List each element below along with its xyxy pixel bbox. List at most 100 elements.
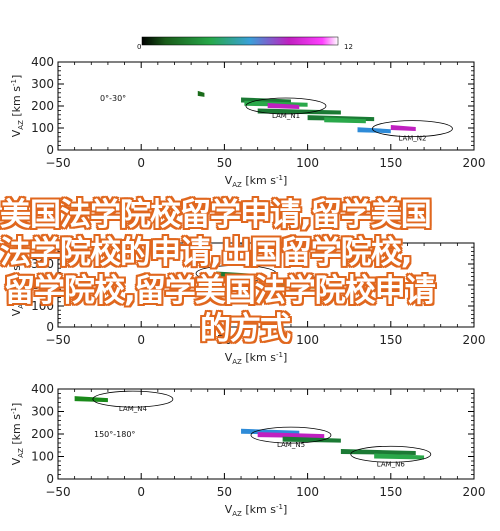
data-strip-6 [324,117,366,124]
data-strip-2 [282,283,325,290]
x-axis-label-sub: AZ [232,510,242,518]
y-tick-label: 300 [31,257,54,271]
data-strip-3 [267,103,300,109]
x-tick-label: 200 [463,156,486,170]
y-axis-label-exp: -1 [10,79,18,86]
plot-frame [57,242,475,328]
y-axis-label-unit: [km s [10,86,23,120]
y-tick-label: 0 [46,320,54,334]
y-axis-label-unit: [km s [10,414,23,448]
x-axis-label-v: V [225,351,233,364]
x-axis-label-sub: AZ [232,358,242,366]
y-axis-label-exp: -1 [10,258,18,265]
colorbar-label-right: 12 [344,43,353,51]
ellipse-label-1: LAM_N2 [398,135,426,143]
x-axis-label-exp: -1 [276,503,283,511]
range-label: 0°-30° [100,94,126,103]
ellipse-1 [250,426,332,444]
y-tick-label: 200 [31,99,54,113]
x-tick-label: 0 [137,485,145,499]
ellipse-label-0: LAM_N1 [272,112,300,120]
x-tick-label: 50 [217,485,232,499]
x-axis-label: VAZ [km s-1] [225,351,288,366]
x-tick-label: 50 [217,333,232,347]
x-tick-label: −50 [45,333,70,347]
x-axis-label-v: V [225,503,233,516]
x-tick-label: 100 [296,156,319,170]
y-tick-label: 200 [31,278,54,292]
x-tick-label: −50 [45,156,70,170]
data-strip-3 [282,436,341,443]
x-tick-label: −50 [45,485,70,499]
data-strip-4 [257,108,341,115]
x-tick-label: 150 [379,156,402,170]
data-strip-0 [74,396,108,403]
y-axis-label-sub: AZ [17,299,25,309]
ellipse-2 [350,445,432,463]
ellipse-0 [245,97,327,115]
y-tick-label: 100 [31,450,54,464]
y-axis-label-close: ] [10,75,23,79]
x-axis-label-exp: -1 [276,174,283,182]
x-tick-label: 0 [137,333,145,347]
ellipse-0 [92,390,174,408]
y-tick-label: 100 [31,299,54,313]
y-axis-label: VAZ [km s-1] [10,254,25,317]
data-strip-0 [216,271,250,278]
y-tick-label: 0 [46,143,54,157]
y-axis-label-close: ] [10,254,23,258]
x-tick-label: 100 [296,333,319,347]
y-axis-label-v: V [10,457,23,465]
x-axis-label-close: ] [283,174,287,187]
x-tick-label: 200 [463,333,486,347]
y-tick-label: 400 [31,382,54,396]
colorbar-bar [141,36,339,46]
x-axis-label-unit: [km s [242,503,276,516]
x-tick-label: 200 [463,485,486,499]
y-axis-label-v: V [10,308,23,316]
x-axis-label-v: V [225,174,233,187]
x-axis-label-unit: [km s [242,174,276,187]
data-strip-4 [340,449,416,455]
y-axis-label-exp: -1 [10,407,18,414]
y-tick-label: 0 [46,472,54,486]
data-strip-0 [197,90,205,97]
y-tick-label: 300 [31,77,54,91]
x-axis-label-close: ] [283,503,287,516]
data-strip-8 [357,127,391,134]
x-tick-label: 150 [379,485,402,499]
y-axis-label-sub: AZ [17,120,25,130]
y-tick-label: 200 [31,427,54,441]
x-axis-label-exp: -1 [276,351,283,359]
y-tick-label: 400 [31,236,54,250]
ellipse-1 [275,276,357,294]
ellipse-1 [372,120,453,138]
y-axis-label-v: V [10,129,23,137]
x-axis-label-sub: AZ [232,181,242,189]
y-tick-label: 100 [31,121,54,135]
range-label: 150°-180° [94,430,135,439]
y-axis-label: VAZ [km s-1] [10,403,25,466]
data-strip-5 [374,453,425,460]
y-axis-label: VAZ [km s-1] [10,75,25,138]
x-tick-label: 150 [379,333,402,347]
x-axis-label-unit: [km s [242,351,276,364]
ellipse-label-1: LAM_N5 [277,441,305,449]
ellipse-label-2: LAM_N6 [377,460,406,468]
ellipse-label-0: LAM_N4 [119,405,148,413]
x-tick-label: 100 [296,485,319,499]
x-tick-label: 50 [217,156,232,170]
x-axis-label-close: ] [283,351,287,364]
data-strip-2 [257,432,325,439]
ellipse-0 [195,265,277,282]
y-tick-label: 400 [31,55,54,69]
colorbar-label-left: 0 [137,43,141,51]
y-axis-label-sub: AZ [17,448,25,458]
x-axis-label: VAZ [km s-1] [225,174,288,189]
x-tick-label: 0 [137,156,145,170]
